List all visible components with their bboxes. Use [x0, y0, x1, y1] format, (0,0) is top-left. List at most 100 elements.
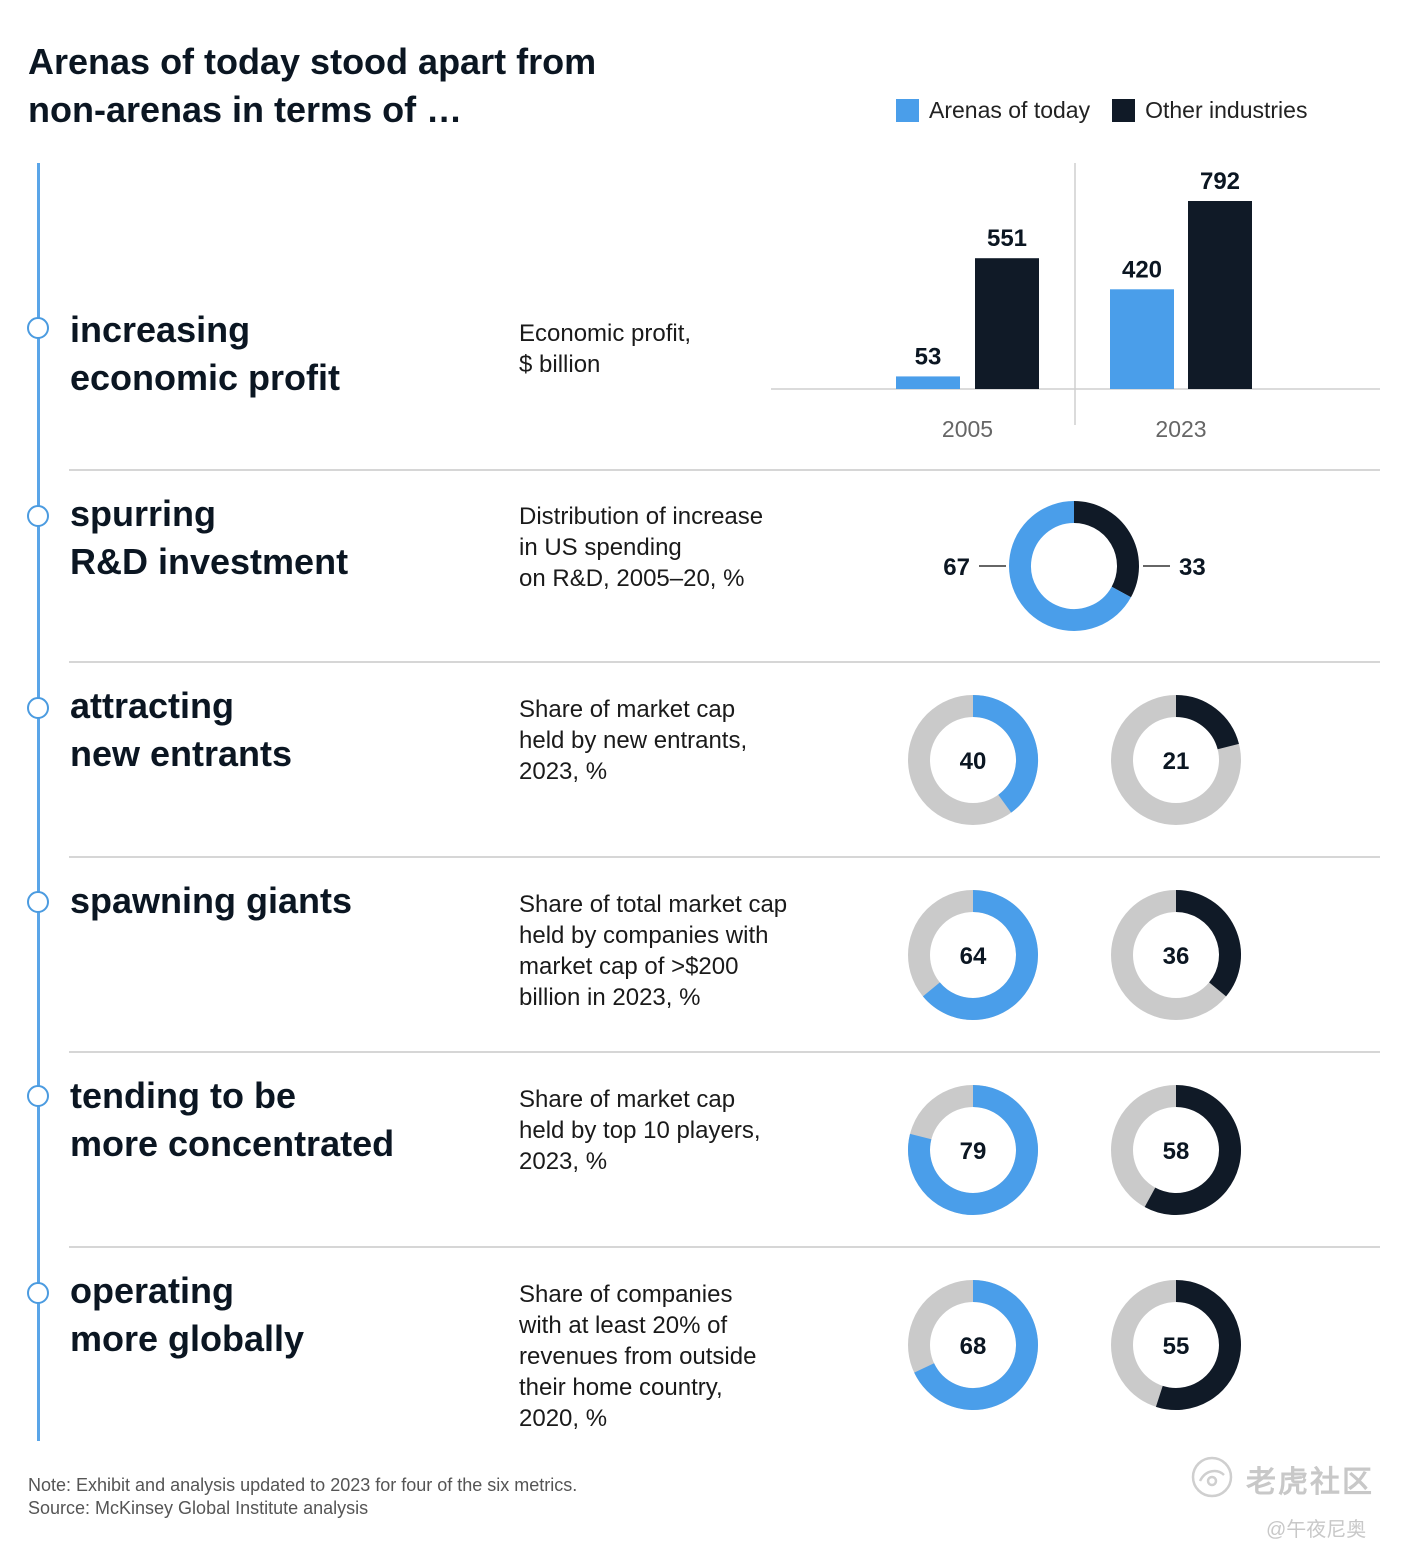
row-desc-line: billion in 2023, %	[519, 984, 701, 1011]
donut-other-row-4-segment	[1175, 890, 1241, 997]
legend: Arenas of today Other industries	[896, 96, 1329, 124]
row-desc-line: in US spending	[519, 534, 682, 561]
donut-arenas-row-4-segment	[922, 890, 1038, 1020]
bar-2005-other	[975, 258, 1039, 389]
bar-2023-other	[1188, 201, 1252, 389]
timeline-node	[27, 697, 49, 719]
bar-2023-arenas	[1110, 289, 1174, 389]
row-desc-line: revenues from outside	[519, 1343, 757, 1370]
rnd-label-other: 33	[1179, 554, 1206, 581]
row-desc-line: on R&D, 2005–20, %	[519, 565, 745, 592]
row-title-line: operating	[70, 1270, 235, 1311]
row-desc-line: Share of total market cap	[519, 891, 788, 918]
watermark-handle: @午夜尼奥	[1266, 1519, 1367, 1541]
row-desc-line: held by top 10 players,	[519, 1117, 761, 1144]
donut-arenas-row-6-segment	[914, 1280, 1038, 1410]
bar-value-label: 53	[915, 343, 942, 370]
donut-other-row-5-segment	[1144, 1085, 1241, 1215]
row-title-line: spurring	[70, 493, 217, 534]
timeline-node	[27, 505, 49, 527]
rnd-label-arenas: 67	[943, 554, 970, 581]
legend-label-arenas: Arenas of today	[929, 96, 1091, 123]
footer-source: Source: McKinsey Global Institute analys…	[28, 1498, 369, 1518]
row-desc-economic-profit: Economic profit, $ billion	[519, 318, 691, 380]
row-desc-line: market cap of >$200	[519, 953, 739, 980]
row-divider	[69, 1051, 1380, 1053]
row-desc-concentrated: Share of market cap held by top 10 playe…	[519, 1084, 761, 1177]
legend-swatch-arenas	[896, 98, 919, 122]
footer-note: Note: Exhibit and analysis updated to 20…	[28, 1475, 578, 1495]
row-desc-line: 2023, %	[519, 758, 608, 785]
row-desc-line: 2020, %	[519, 1405, 608, 1432]
row-desc-line: $ billion	[519, 351, 601, 378]
donut-arenas-row-3-segment	[972, 695, 1038, 813]
row-title-line: more concentrated	[70, 1123, 395, 1164]
bar-value-label: 420	[1122, 256, 1162, 283]
row-title-concentrated: tending to be more concentrated	[70, 1072, 394, 1168]
row-title-line: increasing	[70, 309, 251, 350]
row-title-economic-profit: increasing economic profit	[70, 306, 340, 402]
row-desc-line: Share of market cap	[519, 696, 736, 723]
donut-other-row-6-segment	[1155, 1280, 1241, 1410]
donut-arenas-row-4-label: 64	[960, 943, 987, 970]
legend-swatch-other	[1112, 98, 1136, 122]
timeline-node	[27, 891, 49, 913]
bar-value-label: 792	[1200, 168, 1240, 195]
watermark: 老虎社区 @午夜尼奥	[1190, 1455, 1395, 1545]
row-desc-line: Share of market cap	[519, 1086, 736, 1113]
timeline-node	[27, 1282, 49, 1304]
row-title-line: tending to be	[70, 1075, 296, 1116]
donut-arenas-row-5-segment	[908, 1085, 1038, 1215]
row-divider	[69, 469, 1380, 471]
row-desc-line: with at least 20% of	[519, 1312, 728, 1339]
timeline-node	[27, 1085, 49, 1107]
donut-other-row-5-label: 58	[1163, 1138, 1190, 1165]
donut-other-row-4-label: 36	[1163, 943, 1190, 970]
row-desc-line: held by companies with	[519, 922, 769, 949]
legend-item-arenas: Arenas of today	[896, 97, 1090, 124]
legend-item-other: Other industries	[1112, 97, 1307, 124]
x-tick-label: 2023	[1155, 416, 1206, 442]
row-desc-line: held by new entrants,	[519, 727, 748, 754]
row-desc-giants: Share of total market cap held by compan…	[519, 889, 787, 1013]
row-title-line: economic profit	[70, 357, 341, 398]
row-divider	[69, 661, 1380, 663]
donut-arenas-row-3-label: 40	[960, 748, 987, 775]
watermark-logo-icon	[1191, 1456, 1233, 1498]
footer: Note: Exhibit and analysis updated to 20…	[28, 1474, 577, 1520]
rnd-donut-arenas-segment	[1009, 501, 1131, 631]
row-desc-line: 2023, %	[519, 1148, 608, 1175]
donut-other-row-3-label: 21	[1163, 748, 1190, 775]
row-title-line: more globally	[70, 1318, 305, 1359]
chart-title: Arenas of today stood apart from non-are…	[28, 38, 728, 134]
row-title-line: spawning giants	[70, 880, 353, 921]
row-desc-line: Economic profit,	[519, 320, 692, 347]
legend-label-other: Other industries	[1145, 96, 1308, 123]
row-title-rnd: spurring R&D investment	[70, 490, 348, 586]
row-divider	[69, 856, 1380, 858]
x-tick-label: 2005	[942, 416, 993, 442]
row-title-line: R&D investment	[70, 541, 349, 582]
donut-other-row-3-segment	[1175, 695, 1239, 750]
donut-arenas-row-5-label: 79	[960, 1138, 987, 1165]
bar-value-label: 551	[987, 225, 1027, 252]
timeline-line	[37, 163, 40, 1441]
chart-title-line-1: Arenas of today stood apart from	[28, 41, 597, 82]
chart-title-line-2: non-arenas in terms of …	[28, 89, 463, 130]
row-divider	[69, 1246, 1380, 1248]
row-desc-line: their home country,	[519, 1374, 723, 1401]
row-desc-line: Share of companies	[519, 1281, 733, 1308]
row-desc-new-entrants: Share of market cap held by new entrants…	[519, 694, 747, 787]
row-title-giants: spawning giants	[70, 877, 352, 925]
timeline-node	[27, 317, 49, 339]
row-title-line: new entrants	[70, 733, 293, 774]
row-desc-globally: Share of companies with at least 20% of …	[519, 1279, 756, 1434]
watermark-text: 老虎社区	[1246, 1466, 1374, 1499]
row-title-line: attracting	[70, 685, 235, 726]
donut-other-row-6-label: 55	[1163, 1333, 1190, 1360]
row-desc-line: Distribution of increase	[519, 503, 764, 530]
donut-arenas-row-6-label: 68	[960, 1333, 987, 1360]
row-title-globally: operating more globally	[70, 1267, 304, 1363]
rnd-donut-other-segment	[1073, 501, 1139, 598]
